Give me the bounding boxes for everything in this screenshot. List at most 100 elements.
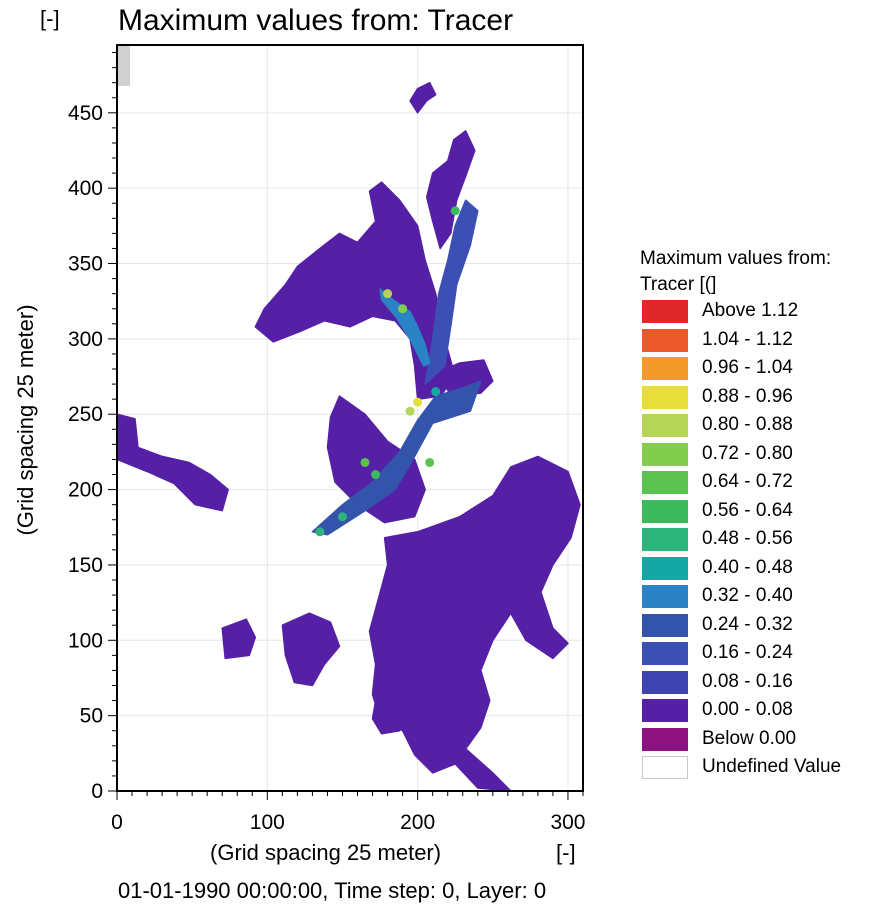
legend-entry: 0.88 - 0.96 [640,384,888,413]
y-tick-label: 350 [68,253,103,276]
legend-swatch [642,756,688,779]
hotspot-point [383,289,393,299]
legend-swatch [642,328,688,352]
legend-entry: 0.00 - 0.08 [640,697,888,726]
plume-plume-upper [424,199,479,385]
legend-swatch [642,385,688,409]
axis-ticks: 0 100 200 300 0 50 100 150 200 250 300 350 400 450 [68,52,585,834]
hotspot-point [450,206,460,216]
legend: Maximum values from: Tracer [(] Above 1.… [640,246,888,783]
hotspot-point [398,304,408,314]
legend-entry: 0.80 - 0.88 [640,412,888,441]
legend-entry: 0.64 - 0.72 [640,469,888,498]
legend-swatch [642,642,688,665]
plot-frame [116,44,584,792]
legend-entry: Above 1.12 [640,298,888,327]
legend-swatch [642,613,688,637]
legend-swatch [642,300,688,323]
plume-plume-low [311,380,482,536]
x-unit-label: [-] [556,840,576,865]
legend-entry: 0.40 - 0.48 [640,555,888,584]
tracer-hotspots [315,206,460,537]
legend-label: 0.80 - 0.88 [702,414,793,435]
legend-swatch [642,585,688,608]
legend-entry: 0.08 - 0.16 [640,669,888,698]
legend-swatch [642,471,688,494]
y-tick-label: 150 [68,554,103,577]
tracer-plume [311,199,482,536]
legend-swatch [642,499,688,523]
hotspot-point [337,512,347,522]
legend-label: 0.48 - 0.56 [702,528,793,549]
x-tick-label: 100 [250,811,285,834]
legend-label: Below 0.00 [702,727,797,749]
hotspot-point [431,387,441,397]
region-small-west-patch [221,618,257,660]
legend-swatch [642,414,688,437]
y-unit-label: [-] [40,6,60,31]
y-tick-label: 0 [91,780,103,803]
legend-swatch [642,357,688,380]
y-tick-label: 200 [68,479,103,502]
legend-label: 0.56 - 0.64 [702,499,793,521]
y-tick-label: 450 [68,102,103,125]
legend-label: Undefined Value [702,756,842,777]
region-left-south-patch [281,612,341,687]
legend-label: 0.00 - 0.08 [702,699,793,720]
hotspot-point [360,457,370,467]
legend-label: Above 1.12 [702,300,799,321]
region-top-fragment [409,81,437,114]
y-tick-label: 300 [68,328,103,351]
region-middle-blob [326,395,426,524]
legend-label: 0.64 - 0.72 [702,471,793,492]
region-main-body [254,181,456,400]
legend-entries: Above 1.12 1.04 - 1.12 0.96 - 1.04 0.88 - 0… [640,298,888,783]
x-tick-label: 0 [111,811,123,834]
legend-swatch [642,727,688,751]
legend-label: 0.88 - 0.96 [702,385,793,407]
hotspot-point [315,527,325,537]
legend-entry: 1.04 - 1.12 [640,327,888,356]
legend-label: 0.96 - 1.04 [702,357,793,378]
legend-label: 0.24 - 0.32 [702,613,793,635]
y-tick-label: 250 [68,403,103,426]
legend-label: 0.72 - 0.80 [702,442,793,464]
legend-entry: 0.56 - 0.64 [640,498,888,527]
legend-label: 1.04 - 1.12 [702,328,793,350]
legend-swatch [642,556,688,580]
legend-swatch [642,670,688,694]
legend-label: 0.16 - 0.24 [702,642,793,663]
legend-entry: Undefined Value [640,754,888,783]
legend-entry: 0.24 - 0.32 [640,612,888,641]
legend-label: 0.40 - 0.48 [702,556,793,578]
legend-entry: 0.32 - 0.40 [640,583,888,612]
hotspot-point [371,470,381,480]
legend-title: Maximum values from: Tracer [(] [640,248,832,295]
legend-entry: 0.16 - 0.24 [640,640,888,669]
legend-entry: Below 0.00 [640,726,888,755]
chart-title: Maximum values from: Tracer [118,4,514,37]
x-tick-label: 300 [550,811,585,834]
timestamp-footer: 01-01-1990 00:00:00, Time step: 0, Layer… [118,878,547,903]
hotspot-point [425,457,435,467]
region-west-arm [116,413,229,512]
y-tick-label: 400 [68,177,103,200]
legend-entry: 0.48 - 0.56 [640,526,888,555]
hotspot-point [405,406,415,416]
legend-label: 0.08 - 0.16 [702,670,793,692]
legend-label: 0.32 - 0.40 [702,585,793,606]
legend-swatch [642,699,688,722]
y-axis-label: (Grid spacing 25 meter) [13,304,38,536]
legend-entry: 0.96 - 1.04 [640,355,888,384]
y-tick-label: 50 [80,705,103,728]
plot-area[interactable]: 0 100 200 300 0 50 100 150 200 250 300 350 400 450 [0,0,640,840]
x-tick-label: 200 [400,811,435,834]
region-south-small-patch [371,690,410,735]
legend-swatch [642,528,688,551]
legend-entry: 0.72 - 0.80 [640,441,888,470]
hotspot-point [413,397,423,407]
legend-swatch [642,442,688,466]
x-axis-label: (Grid spacing 25 meter) [210,840,442,865]
y-tick-label: 100 [68,629,103,652]
grid-corner-marker [118,46,130,86]
